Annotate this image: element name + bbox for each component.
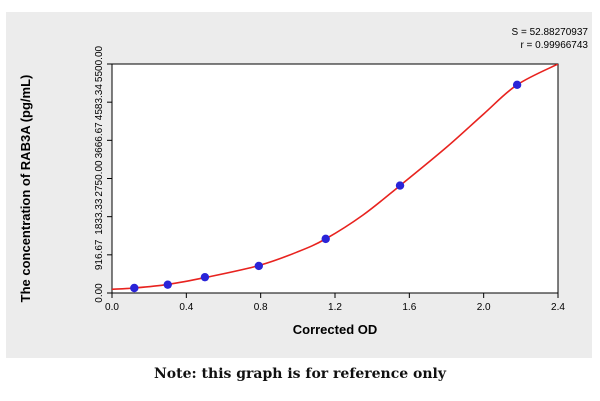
y-tick-label: 916.67 xyxy=(94,239,105,270)
data-point xyxy=(395,181,405,190)
data-point xyxy=(512,80,522,90)
x-tick-label: 1.6 xyxy=(402,302,416,313)
x-tick-label: 1.2 xyxy=(328,302,342,313)
data-point xyxy=(254,261,264,271)
x-tick-label: 2.4 xyxy=(551,302,565,313)
data-points-layer xyxy=(130,80,522,293)
x-tick-label: 0.0 xyxy=(105,302,119,313)
y-tick-label: 4583.34 xyxy=(94,84,105,121)
y-tick-label: 5500.00 xyxy=(94,45,105,82)
x-tick-label: 2.0 xyxy=(477,302,491,313)
data-point xyxy=(321,234,330,244)
axes xyxy=(111,63,559,294)
reference-note: Note: this graph is for reference only xyxy=(154,366,446,382)
y-tick-label: 3666.67 xyxy=(94,122,105,159)
stat-r-value: r = 0.99966743 xyxy=(520,40,588,51)
data-point xyxy=(130,283,139,293)
y-tick-label: 0.00 xyxy=(94,283,105,303)
data-point xyxy=(163,280,172,289)
data-point xyxy=(200,272,210,282)
rab3a-standard-curve-chart: 0.0 0.4 0.8 1.2 1.6 2.0 2.4 0.00 916.67 1833.3327… xyxy=(18,27,589,337)
plot-area xyxy=(111,63,559,294)
stat-s-value: S = 52.88270937 xyxy=(512,27,589,38)
y-axis-title: The concentration of RAB3A (pg/mL) xyxy=(18,75,33,303)
x-tick-label: 0.4 xyxy=(179,302,193,313)
x-tick-label: 0.8 xyxy=(254,302,268,313)
y-tick-label: 2750.00 xyxy=(94,160,105,197)
y-tick-label: 1833.33 xyxy=(94,198,105,235)
tick-labels-layer: 0.0 0.4 0.8 1.2 1.6 2.0 2.4 0.00 916.67 1833.3327… xyxy=(94,45,565,313)
x-axis-title: Corrected OD xyxy=(293,322,378,337)
